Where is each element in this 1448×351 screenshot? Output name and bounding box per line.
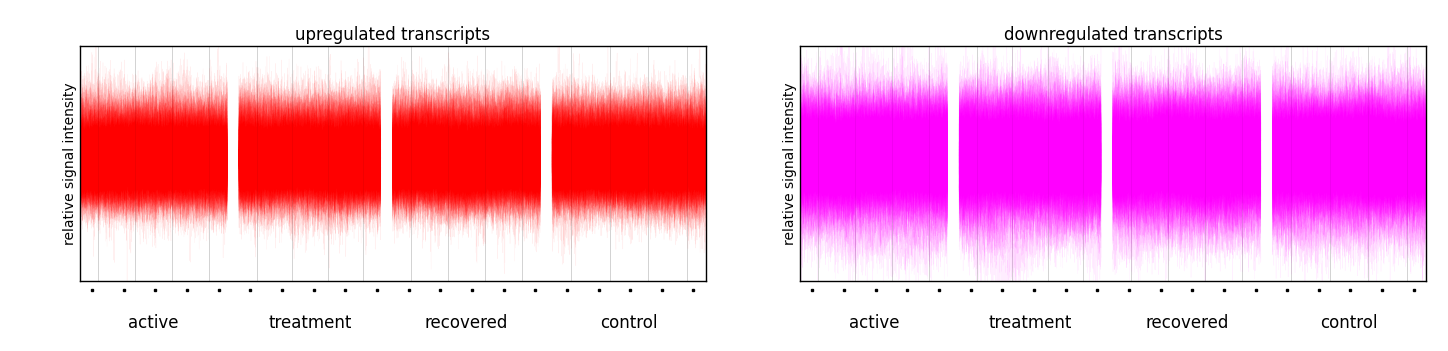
Text: treatment: treatment: [989, 314, 1072, 332]
Text: control: control: [1321, 314, 1378, 332]
Text: active: active: [129, 314, 178, 332]
Text: control: control: [599, 314, 657, 332]
Title: downregulated transcripts: downregulated transcripts: [1003, 26, 1222, 44]
Text: recovered: recovered: [1145, 314, 1228, 332]
Y-axis label: relative signal intensity: relative signal intensity: [783, 82, 798, 245]
Text: recovered: recovered: [424, 314, 508, 332]
Text: treatment: treatment: [268, 314, 352, 332]
Y-axis label: relative signal intensity: relative signal intensity: [62, 82, 77, 245]
Text: active: active: [849, 314, 899, 332]
Title: upregulated transcripts: upregulated transcripts: [295, 26, 491, 44]
